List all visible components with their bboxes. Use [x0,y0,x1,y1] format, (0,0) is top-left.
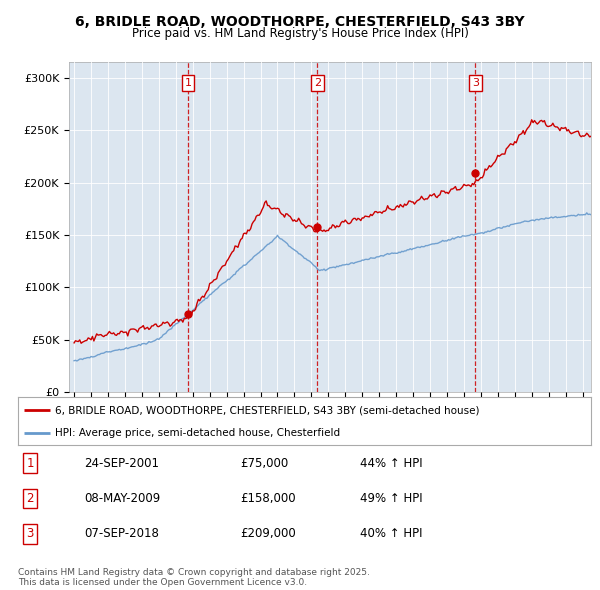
Text: £158,000: £158,000 [240,492,296,505]
Text: 2: 2 [26,492,34,505]
Text: 6, BRIDLE ROAD, WOODTHORPE, CHESTERFIELD, S43 3BY (semi-detached house): 6, BRIDLE ROAD, WOODTHORPE, CHESTERFIELD… [55,405,480,415]
Text: 3: 3 [26,527,34,540]
Text: 6, BRIDLE ROAD, WOODTHORPE, CHESTERFIELD, S43 3BY: 6, BRIDLE ROAD, WOODTHORPE, CHESTERFIELD… [75,15,525,29]
Text: 24-SEP-2001: 24-SEP-2001 [84,457,159,470]
Text: £75,000: £75,000 [240,457,288,470]
Text: 40% ↑ HPI: 40% ↑ HPI [360,527,422,540]
Text: 1: 1 [26,457,34,470]
Text: Price paid vs. HM Land Registry's House Price Index (HPI): Price paid vs. HM Land Registry's House … [131,27,469,40]
Text: HPI: Average price, semi-detached house, Chesterfield: HPI: Average price, semi-detached house,… [55,428,340,438]
Text: 1: 1 [185,78,191,88]
Text: £209,000: £209,000 [240,527,296,540]
Text: 49% ↑ HPI: 49% ↑ HPI [360,492,422,505]
Text: 44% ↑ HPI: 44% ↑ HPI [360,457,422,470]
Text: 2: 2 [314,78,321,88]
Text: Contains HM Land Registry data © Crown copyright and database right 2025.
This d: Contains HM Land Registry data © Crown c… [18,568,370,587]
Text: 3: 3 [472,78,479,88]
Text: 08-MAY-2009: 08-MAY-2009 [84,492,160,505]
Text: 07-SEP-2018: 07-SEP-2018 [84,527,159,540]
